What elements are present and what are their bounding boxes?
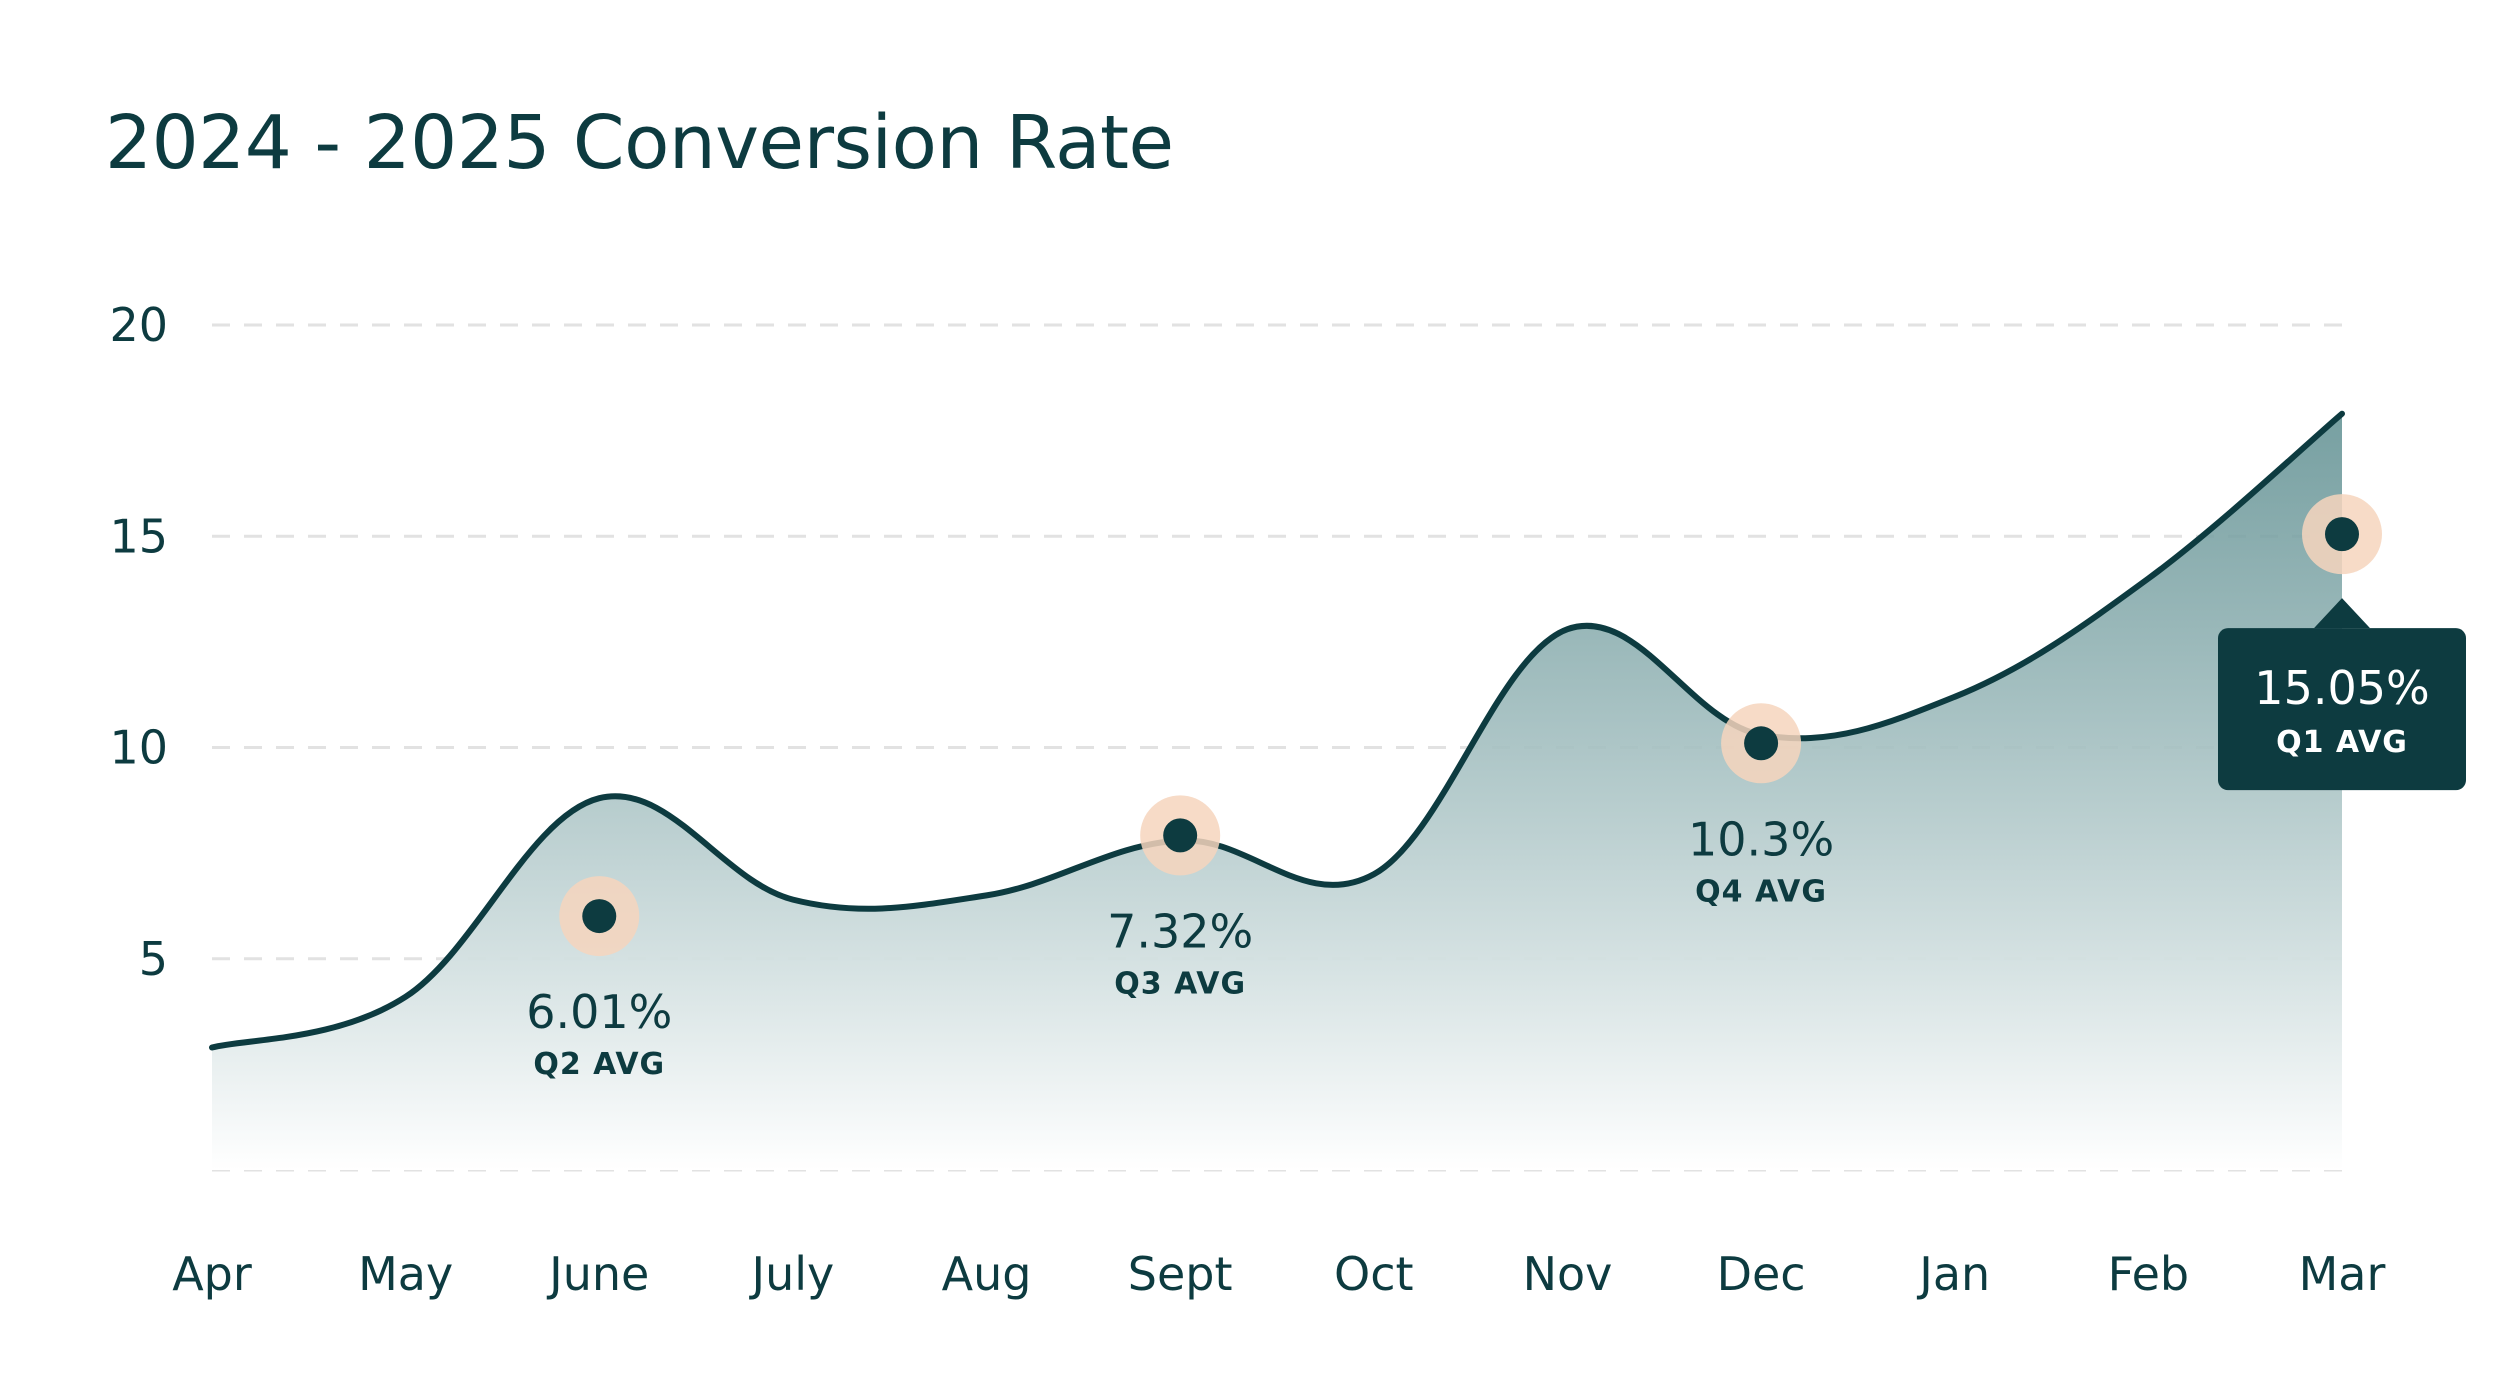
conversion-line [209, 410, 2345, 1051]
data-marker[interactable] [582, 899, 617, 934]
x-tick-label: Jan [1916, 1247, 1990, 1301]
x-tick-label: Nov [1523, 1247, 1613, 1301]
annotation-q4[interactable]: 10.3% Q4 AVG [1688, 703, 1834, 909]
x-tick-label: Sept [1128, 1247, 1233, 1301]
chart-title: 2024 - 2025 Conversion Rate [105, 100, 1174, 186]
x-tick-label: July [749, 1247, 835, 1301]
tooltip-pointer [2314, 598, 2370, 629]
x-tick-label: Aug [942, 1247, 1032, 1301]
x-tick-label: Apr [172, 1247, 252, 1301]
annotation-label: Q3 AVG [1114, 966, 1246, 1001]
annotation-value: 6.01% [526, 985, 672, 1039]
annotation-q2[interactable]: 6.01% Q2 AVG [526, 876, 672, 1082]
y-tick-label: 20 [109, 298, 168, 352]
tooltip-box [2218, 628, 2466, 791]
annotation-value: 10.3% [1688, 812, 1834, 866]
annotation-q3[interactable]: 7.32% Q3 AVG [1107, 795, 1253, 1001]
x-tick-label: May [358, 1247, 453, 1301]
area-layer [212, 413, 2342, 1171]
data-marker[interactable] [1163, 818, 1198, 853]
x-tick-label: Dec [1717, 1247, 1806, 1301]
conversion-area-fill [212, 413, 2342, 1171]
annotation-value: 7.32% [1107, 904, 1253, 958]
y-tick-label: 15 [109, 509, 168, 563]
y-axis-tick-labels: 5 10 15 20 [109, 298, 168, 986]
annotations-layer: 6.01% Q2 AVG 7.32% Q3 AVG 10.3% Q4 AVG 15.05% Q… [526, 494, 2466, 1082]
x-tick-label: Mar [2299, 1247, 2386, 1301]
annotation-q1[interactable]: 15.05% Q1 AVG [2218, 494, 2466, 791]
y-tick-label: 10 [109, 721, 168, 775]
x-tick-label: June [546, 1247, 649, 1301]
data-marker[interactable] [1744, 726, 1779, 761]
annotation-label: Q2 AVG [533, 1047, 665, 1082]
x-tick-label: Feb [2108, 1247, 2189, 1301]
y-tick-label: 5 [139, 932, 168, 986]
data-marker[interactable] [2325, 517, 2359, 552]
x-axis-tick-labels: Apr May June July Aug Sept Oct Nov Dec Jan Feb Mar [172, 1247, 2385, 1301]
annotation-value: 15.05% [2254, 661, 2429, 715]
annotation-label: Q4 AVG [1695, 874, 1827, 909]
line-layer [209, 410, 2345, 1051]
annotation-label: Q1 AVG [2276, 725, 2408, 760]
x-tick-label: Oct [1334, 1247, 1414, 1301]
